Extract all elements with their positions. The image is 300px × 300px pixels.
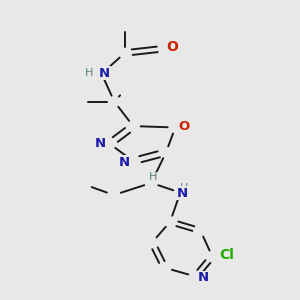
Text: H: H: [85, 68, 93, 78]
Text: N: N: [197, 271, 208, 284]
Text: N: N: [99, 67, 110, 80]
Text: N: N: [119, 156, 130, 169]
Text: O: O: [167, 40, 178, 55]
Text: N: N: [176, 187, 188, 200]
Text: H: H: [149, 172, 158, 182]
Text: Cl: Cl: [220, 248, 234, 262]
Text: H: H: [180, 183, 189, 193]
Text: O: O: [178, 120, 189, 133]
Text: N: N: [95, 136, 106, 150]
